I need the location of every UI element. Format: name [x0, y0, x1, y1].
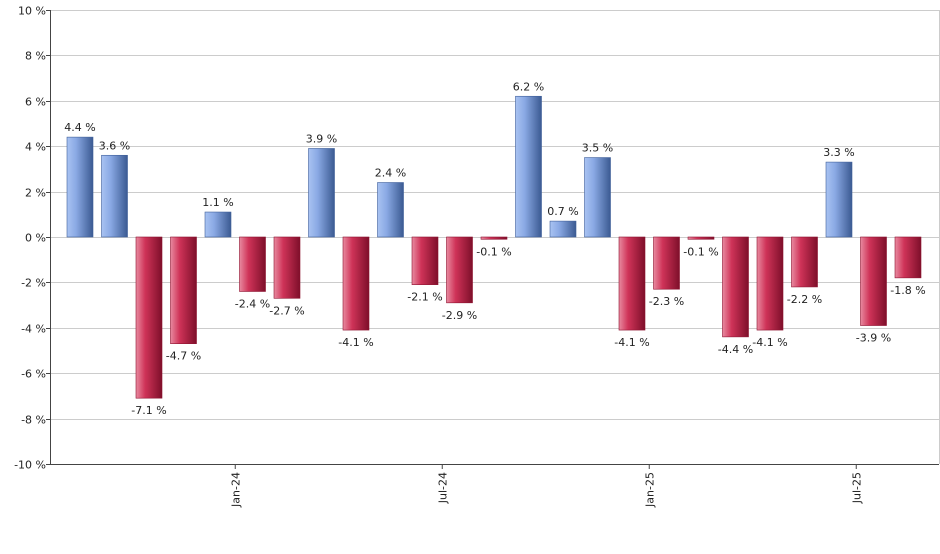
y-tick-label: 6 %	[25, 96, 46, 109]
x-tick-label: Jul-25	[850, 472, 863, 504]
data-label: -4.7 %	[166, 350, 201, 363]
bar-negative	[860, 236, 887, 326]
data-label: 3.5 %	[582, 142, 613, 155]
data-label: 0.7 %	[547, 205, 578, 218]
bar-positive	[515, 95, 542, 238]
bar-negative	[756, 236, 784, 331]
y-tick-label: -8 %	[21, 414, 46, 427]
bar-negative	[687, 236, 715, 240]
data-label: 3.9 %	[306, 132, 337, 145]
data-label: -1.8 %	[890, 284, 925, 297]
bar-negative	[480, 236, 508, 240]
y-tick-label: 8 %	[25, 50, 46, 63]
bar-positive	[308, 148, 335, 238]
data-label: -2.4 %	[235, 297, 270, 310]
x-tick-label: Jan-24	[229, 472, 242, 508]
bar-positive	[377, 182, 404, 238]
y-tick-label: -10 %	[14, 459, 46, 472]
data-label: -3.9 %	[856, 332, 891, 345]
bar-positive	[825, 161, 853, 238]
data-label: -4.1 %	[338, 336, 373, 349]
bar-negative	[135, 236, 163, 399]
bar-negative	[791, 236, 818, 288]
bar-negative	[342, 236, 370, 331]
y-tick-label: 2 %	[25, 187, 46, 200]
bars	[66, 95, 922, 399]
data-label: 6.2 %	[513, 80, 544, 93]
data-label: -7.1 %	[131, 404, 166, 417]
bar-negative	[411, 236, 439, 285]
data-label: -0.1 %	[683, 245, 718, 258]
data-label: -4.4 %	[718, 343, 753, 356]
bar-negative	[273, 236, 301, 299]
bar-negative	[170, 236, 197, 344]
data-label: -2.1 %	[407, 291, 442, 304]
x-tick-label: Jan-25	[643, 472, 656, 508]
bar-positive	[549, 220, 577, 238]
bar-negative	[446, 236, 473, 304]
data-label: 3.6 %	[99, 139, 130, 152]
y-tick-label: -2 %	[21, 277, 46, 290]
axes: 10 % 8 % 6 % 4 % 2 % 0 % -2 % -4 % -6 % -8 % -10 %…	[14, 5, 939, 508]
data-label: -2.7 %	[269, 304, 304, 317]
data-label: 4.4 %	[64, 121, 95, 134]
bar-negative	[239, 236, 266, 292]
y-tick-label: 10 %	[18, 5, 46, 18]
bar-negative	[894, 236, 922, 279]
y-tick-label: 0 %	[25, 232, 46, 245]
data-label: -0.1 %	[476, 245, 511, 258]
x-tick-label: Jul-24	[436, 472, 449, 504]
y-tick-label: -6 %	[21, 368, 46, 381]
bar-positive	[584, 157, 611, 238]
data-label: -2.2 %	[787, 293, 822, 306]
data-label: 2.4 %	[375, 167, 406, 180]
data-label: -2.3 %	[649, 295, 684, 308]
y-tick-label: 4 %	[25, 141, 46, 154]
bar-positive	[204, 211, 232, 238]
bar-positive	[66, 136, 94, 238]
bar-negative	[653, 236, 680, 290]
data-label: -2.9 %	[442, 309, 477, 322]
y-tick-label: -4 %	[21, 323, 46, 336]
data-label: 3.3 %	[823, 146, 854, 159]
data-label: 1.1 %	[202, 196, 233, 209]
data-label: -4.1 %	[614, 336, 649, 349]
data-label: -4.1 %	[752, 336, 787, 349]
data-labels: 4.4 % 3.6 % -7.1 % -4.7 % 1.1 % -2.4 %-2.7 % 3…	[64, 80, 925, 417]
bar-negative	[722, 236, 749, 338]
bar-positive	[101, 154, 128, 238]
bar-negative	[618, 236, 646, 331]
